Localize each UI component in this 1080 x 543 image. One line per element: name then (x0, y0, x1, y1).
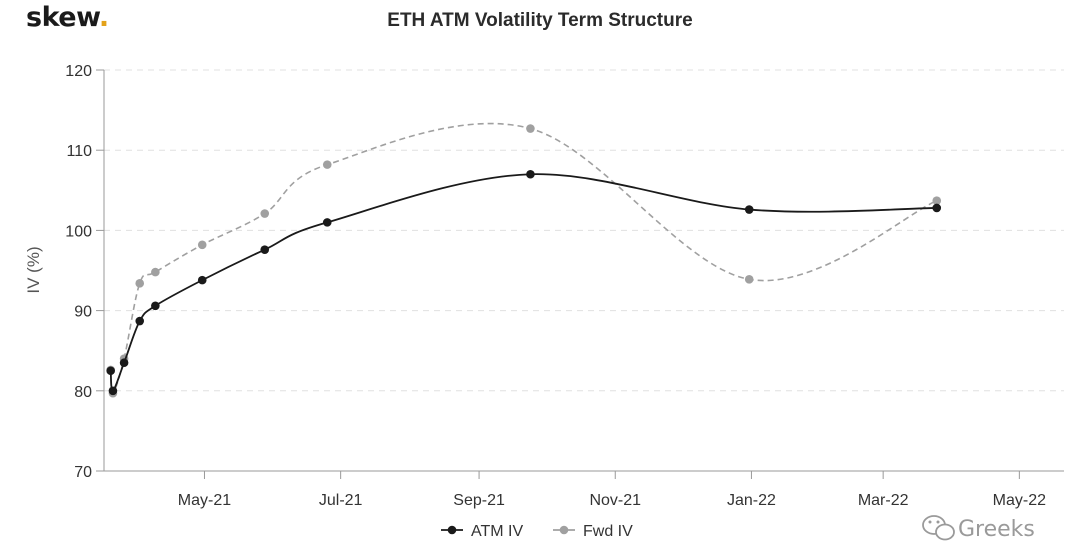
series-layer (106, 122, 942, 398)
logo-dot: . (98, 2, 109, 33)
x-tick-label: Nov-21 (589, 492, 641, 509)
fwd-iv-point (744, 275, 754, 284)
atm-iv-point (197, 275, 207, 285)
chart-title: ETH ATM Volatility Term Structure (387, 10, 693, 31)
atm-iv-point (744, 205, 754, 214)
y-tick-label: 90 (74, 304, 92, 321)
legend-item-fwd-iv: Fwd IV (553, 523, 633, 540)
watermark-text: Greeks (958, 517, 1035, 542)
fwd-iv-point (197, 240, 207, 250)
atm-iv-point (151, 301, 160, 311)
y-axis-title: IV (%) (24, 246, 43, 293)
wechat-icon (922, 515, 955, 541)
x-tick-label: Mar-22 (858, 492, 909, 509)
legend-label: Fwd IV (583, 523, 633, 540)
logo-wordmark: skew (26, 2, 99, 33)
y-tick-label: 70 (74, 464, 92, 481)
x-tick-label: Sep-21 (453, 492, 505, 509)
watermark: Greeks (922, 515, 1035, 542)
atm-iv-point (322, 218, 332, 227)
y-tick-label: 120 (65, 63, 92, 80)
atm-iv-point (932, 203, 942, 213)
fwd-iv-point (135, 279, 145, 288)
fwd-iv-point (151, 267, 160, 277)
axis-layer: 70 80 90 100 110 120 May-21 Jul-21 Sep-21 Nov-21 J… (65, 63, 1064, 509)
x-tick-label: May-22 (993, 492, 1046, 509)
atm-iv-point (526, 169, 535, 179)
legend-label: ATM IV (471, 523, 523, 540)
fwd-iv-point (322, 160, 332, 169)
x-tick-label: Jan-22 (727, 492, 776, 509)
fwd-iv-point (260, 209, 270, 218)
fwd-iv-line (109, 122, 938, 395)
atm-iv-line (109, 173, 937, 392)
atm-iv-point (108, 386, 118, 396)
fwd-iv-point (526, 124, 535, 133)
atm-iv-point (119, 358, 129, 368)
y-tick-label: 100 (65, 223, 92, 240)
x-tick-label: Jul-21 (319, 492, 363, 509)
atm-iv-point (260, 245, 270, 254)
legend-item-atm-iv: ATM IV (441, 523, 523, 540)
skew-logo: skew. (26, 2, 109, 33)
grid-layer (104, 69, 1064, 392)
legend-swatch-dot (559, 525, 569, 535)
x-tick-label: May-21 (178, 492, 231, 509)
atm-iv-point (135, 316, 145, 326)
y-tick-label: 80 (74, 384, 92, 401)
legend-swatch-dot (447, 525, 457, 535)
y-tick-label: 110 (66, 143, 92, 160)
legend: ATM IV Fwd IV (441, 523, 633, 540)
fwd-iv-point (932, 196, 942, 206)
atm-iv-point (106, 366, 115, 376)
